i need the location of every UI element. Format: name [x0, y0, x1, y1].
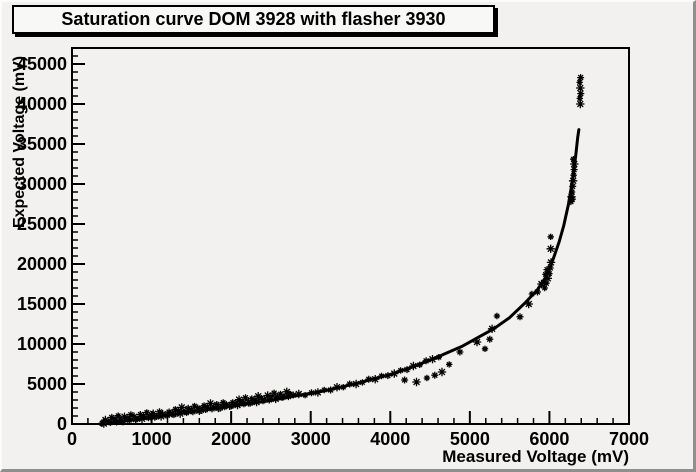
y-axis-title: Expected Voltage (mV): [11, 56, 28, 228]
scatter-markers: [98, 74, 585, 428]
x-tick-label: 0: [67, 429, 77, 449]
x-tick-label: 1000: [132, 429, 172, 449]
x-tick-label: 5000: [450, 429, 490, 449]
x-tick-label: 7000: [609, 429, 649, 449]
y-tick-label: 15000: [17, 294, 67, 314]
x-tick-label: 3000: [291, 429, 331, 449]
y-tick-label: 25000: [17, 214, 67, 234]
x-tick-label: 4000: [370, 429, 410, 449]
y-tick-label: 20000: [17, 254, 67, 274]
y-tick-label: 35000: [17, 134, 67, 154]
fit-curve: [98, 128, 581, 426]
y-tick-label: 30000: [17, 174, 67, 194]
y-tick-label: 45000: [17, 54, 67, 74]
x-axis-title: Measured Voltage (mV): [442, 447, 629, 466]
y-tick-label: 5000: [27, 374, 67, 394]
x-tick-label: 2000: [211, 429, 251, 449]
title-pave: Saturation curve DOM 3928 with flasher 3…: [12, 5, 495, 34]
y-tick-label: 40000: [17, 94, 67, 114]
y-tick-label: 10000: [17, 334, 67, 354]
chart-title: Saturation curve DOM 3928 with flasher 3…: [61, 9, 446, 29]
y-tick-label: 0: [57, 414, 67, 434]
plot-frame: [71, 47, 630, 425]
x-tick-label: 6000: [529, 429, 569, 449]
